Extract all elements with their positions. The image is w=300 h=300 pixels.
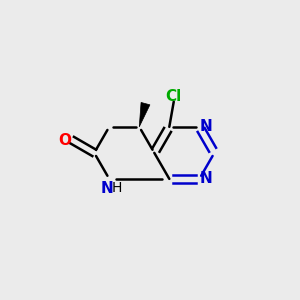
Text: N: N <box>199 171 212 186</box>
Polygon shape <box>139 102 150 127</box>
Text: N: N <box>100 181 113 196</box>
Text: Cl: Cl <box>166 89 182 104</box>
Text: H: H <box>111 181 122 195</box>
Text: O: O <box>58 133 71 148</box>
Text: N: N <box>199 119 212 134</box>
